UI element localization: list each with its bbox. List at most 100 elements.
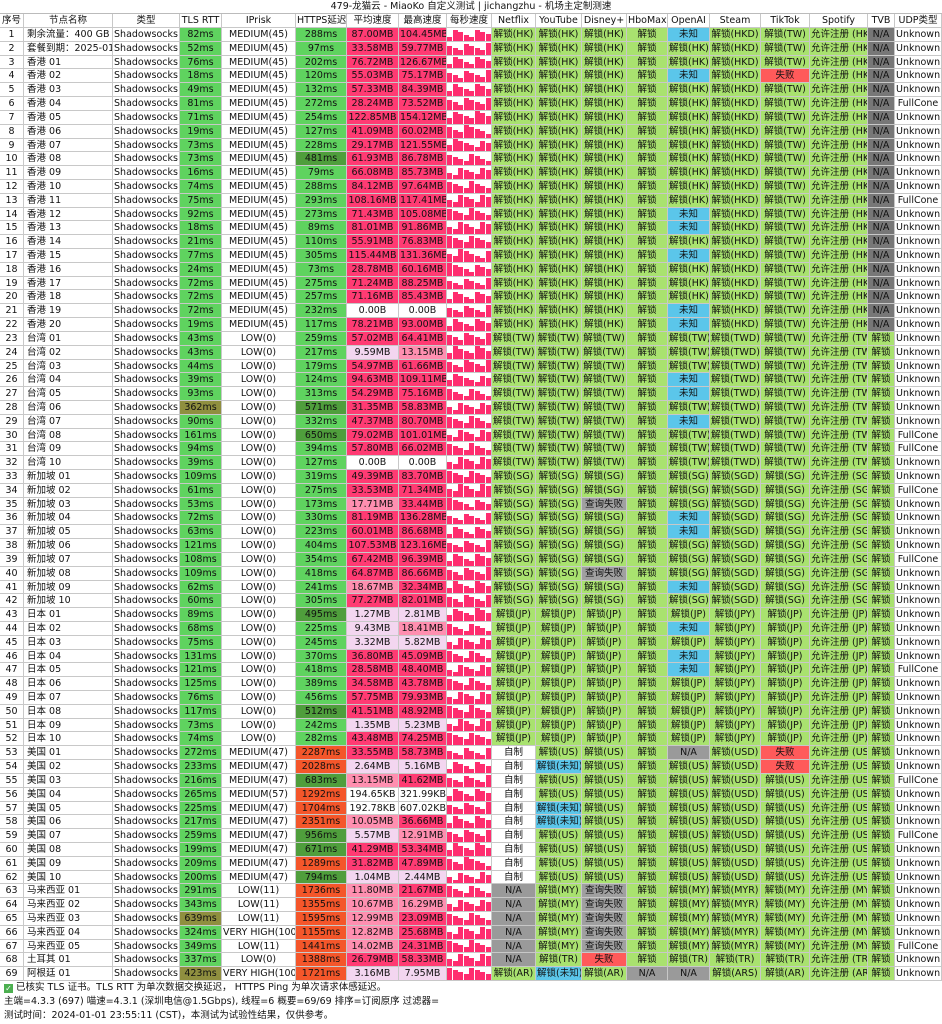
node-name: 新加坡 02 [24,483,113,498]
protocol: Shadowsocks [113,691,180,705]
tls-rtt: 82ms [180,28,222,42]
tls-rtt: 76ms [180,55,222,70]
udp-type: Unknown [895,732,942,747]
disney-plus: 解锁(JP) [582,663,627,678]
tvb: N/A [868,318,895,332]
speed-sparkline [447,55,492,70]
steam: 解锁(SGD) [710,539,761,553]
tvb: 解锁 [868,470,895,484]
tvb: 解锁 [868,663,895,678]
protocol: Shadowsocks [113,539,180,553]
udp-type: Unknown [895,884,942,899]
max-speed: 60.02MB [399,124,447,139]
row-index: 67 [0,939,24,954]
node-name: 新加坡 05 [24,525,113,540]
https-latency: 124ms [296,373,347,388]
disney-plus: 解锁(SG) [582,594,627,609]
tiktok: 解锁(MY) [761,939,810,954]
udp-type: Unknown [895,414,942,429]
node-name: 新加坡 08 [24,566,113,581]
node-name: 香港 16 [24,262,113,277]
openai: 解锁(JP) [668,732,710,747]
row-index: 53 [0,746,24,761]
max-speed: 71.34MB [399,483,447,498]
avg-speed: 1.35MB [347,718,399,733]
tls-rtt: 19ms [180,124,222,139]
protocol: Shadowsocks [113,953,180,968]
node-name: 日本 10 [24,732,113,747]
row-index: 41 [0,580,24,595]
https-latency: 282ms [296,732,347,747]
youtube: 解锁(JP) [536,663,582,678]
ip-risk: MEDIUM(57) [222,787,296,802]
header-cell: 类型 [113,14,180,28]
hbo-max: 解锁 [627,704,668,719]
max-speed: 0.00B [399,304,447,319]
ip-risk: MEDIUM(45) [222,124,296,139]
max-speed: 32.34MB [399,580,447,595]
node-name: 香港 07 [24,138,113,153]
https-latency: 571ms [296,400,347,415]
node-name: 香港 17 [24,276,113,291]
openai: 解锁(TW) [668,345,710,360]
tvb: 解锁 [868,746,895,761]
https-latency: 332ms [296,414,347,429]
tls-rtt: 76ms [180,691,222,705]
disney-plus: 解锁(HK) [582,124,627,139]
youtube: 解锁(JP) [536,608,582,622]
hbo-max: 解锁 [627,276,668,291]
table-row: 44 日本 02 Shadowsocks 68ms LOW(0) 225ms 9.43MB 1… [0,621,942,636]
node-name: 香港 18 [24,290,113,305]
tls-rtt: 73ms [180,718,222,733]
disney-plus: 解锁(HK) [582,304,627,319]
udp-type: Unknown [895,249,942,263]
steam: 解锁(SGD) [710,580,761,595]
ip-risk: MEDIUM(47) [222,773,296,788]
youtube: 解锁(JP) [536,718,582,733]
tls-rtt: 72ms [180,304,222,319]
speed-sparkline [447,635,492,650]
max-speed: 85.73MB [399,166,447,180]
netflix: 解锁(SG) [492,580,536,595]
youtube: 解锁(MY) [536,939,582,954]
spotify: 允许注册 (JP) [810,691,868,705]
youtube: 解锁(HK) [536,318,582,332]
hbo-max: 解锁 [627,207,668,222]
youtube: 解锁(MY) [536,925,582,940]
footer-line: 主端=4.3.3 (697) 喵速=4.3.1 (深圳电信@1.5Gbps), … [4,996,440,1008]
protocol: Shadowsocks [113,635,180,650]
youtube: 解锁(SG) [536,470,582,484]
steam: 解锁(USD) [710,801,761,816]
speed-sparkline [447,359,492,374]
tiktok: 解锁(SG) [761,525,810,540]
disney-plus: 查询失败 [582,898,627,912]
tls-rtt: 93ms [180,387,222,401]
https-latency: 127ms [296,456,347,470]
openai: 解锁(TW) [668,359,710,374]
spotify: 允许注册 (HK) [810,249,868,263]
max-speed: 126.67MB [399,55,447,70]
table-row: 51 日本 09 Shadowsocks 73ms LOW(0) 242ms 1.35MB 5… [0,718,942,733]
steam: 解锁(HKD) [710,69,761,84]
https-latency: 683ms [296,773,347,788]
openai: 解锁(TR) [668,953,710,968]
max-speed: 75.17MB [399,69,447,84]
node-name: 美国 07 [24,829,113,843]
row-index: 28 [0,400,24,415]
youtube: 解锁(TW) [536,373,582,388]
table-row: 10 香港 08 Shadowsocks 73ms MEDIUM(45) 481ms 61.… [0,152,942,167]
row-index: 42 [0,594,24,609]
node-name: 新加坡 01 [24,470,113,484]
protocol: Shadowsocks [113,442,180,457]
max-speed: 58.73MB [399,746,447,761]
speed-sparkline [447,594,492,609]
node-name: 香港 11 [24,193,113,208]
table-row: 52 日本 10 Shadowsocks 74ms LOW(0) 282ms 43.48MB… [0,732,942,747]
openai: 未知 [668,69,710,84]
table-row: 26 台湾 04 Shadowsocks 39ms LOW(0) 124ms 94.63MB… [0,373,942,388]
row-index: 48 [0,677,24,691]
speed-sparkline [447,663,492,678]
ip-risk: LOW(0) [222,428,296,443]
avg-speed: 2.64MB [347,760,399,774]
netflix: 解锁(JP) [492,691,536,705]
